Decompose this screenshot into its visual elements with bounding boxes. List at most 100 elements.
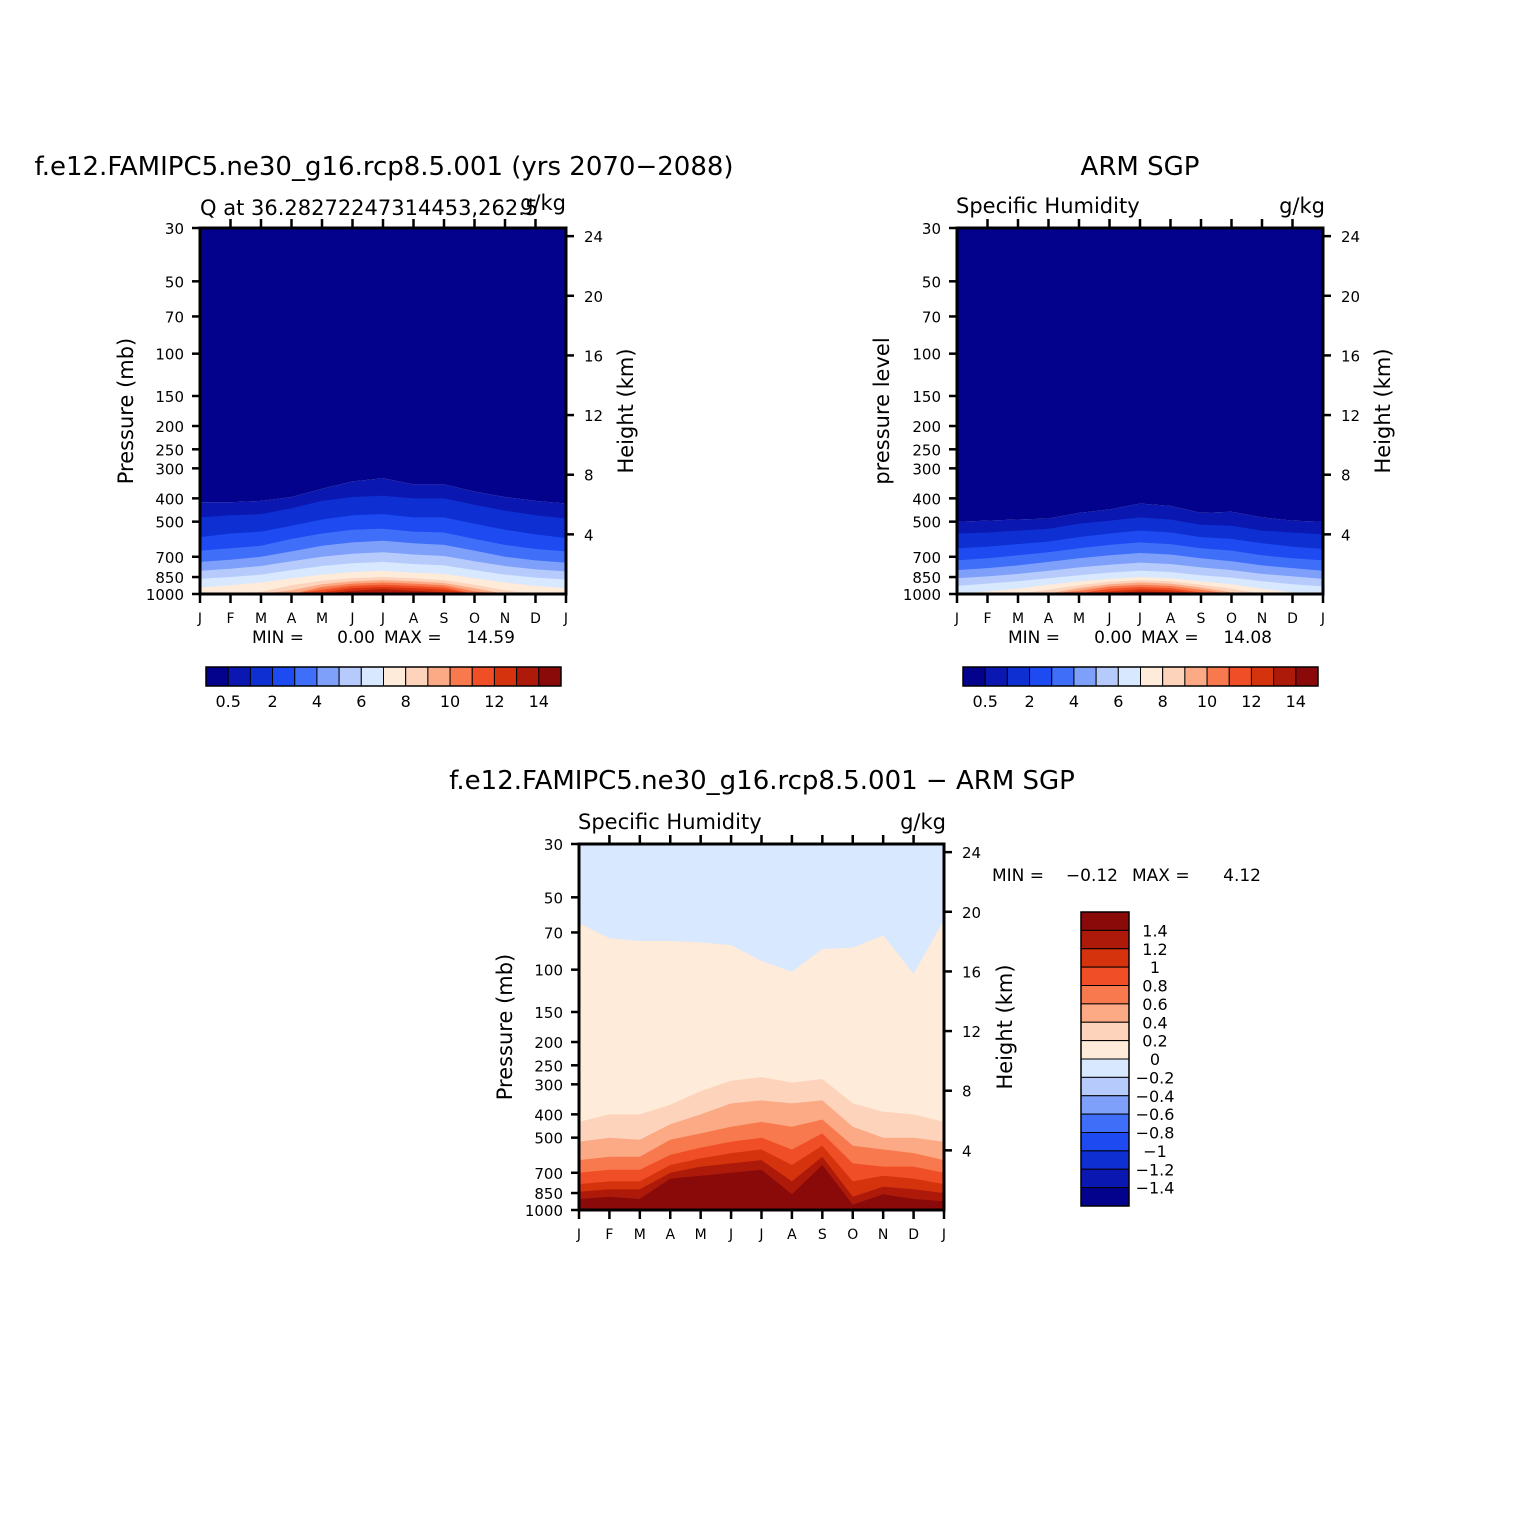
month-label: J [563,611,568,627]
colorbar-cell [1080,985,1130,1005]
max-value-2: 4.12 [1223,866,1261,886]
ylabel-1: pressure level [870,337,894,484]
colorbar-frame [1080,911,1130,1207]
month-label: D [530,611,541,627]
contour-band [200,228,566,504]
pressure-tick-label: 250 [912,441,941,459]
colorbar-cell [1080,1132,1130,1152]
month-label: S [1197,611,1206,627]
pressure-tick-label: 300 [155,460,184,478]
colorbar-cell [1080,1168,1130,1189]
pressure-tick-label: 200 [912,418,941,436]
colorbar-label: 2 [1024,692,1034,711]
panel-model-units: g/kg [520,191,566,215]
month-label: J [1320,611,1325,627]
pressure-tick-label: 150 [155,388,184,406]
month-label: N [1257,611,1267,627]
colorbar-cell [962,666,986,687]
pressure-tick-label: 150 [534,1004,563,1022]
height-tick-label: 12 [584,407,603,425]
max-label-1: MAX = [1141,628,1199,648]
colorbar-label: 0.5 [972,692,997,711]
pressure-tick-label: 30 [165,220,184,238]
pressure-tick-label: 70 [922,308,941,326]
colorbar-cell [249,666,274,687]
height-tick-label: 12 [962,1023,981,1041]
pressure-tick-label: 150 [912,388,941,406]
panel-obs-title: ARM SGP [1081,152,1200,182]
pressure-tick-label: 100 [155,346,184,364]
colorbar-cell [1080,1095,1130,1115]
pressure-tick-label: 70 [544,924,563,942]
ylabel-0: Pressure (mb) [114,338,138,485]
ylabel-2: Pressure (mb) [493,954,517,1101]
colorbar-cell [984,666,1008,687]
month-label: F [226,611,234,627]
height-tick-label: 24 [962,844,981,862]
colorbar-label: 12 [484,692,504,711]
month-label: S [440,611,449,627]
max-label-0: MAX = [384,628,442,648]
colorbar-cell [1080,911,1130,931]
month-label: F [605,1227,613,1243]
colorbar-label: 0.8 [1142,977,1167,996]
colorbar-label: 12 [1241,692,1261,711]
month-label: M [1073,611,1085,627]
pressure-tick-label: 100 [534,962,563,980]
panel-obs-subtitle: Specific Humidity [956,194,1140,218]
month-label: A [1166,611,1176,627]
month-label: M [695,1227,707,1243]
colorbar-cell [1080,948,1130,968]
ylabel-right-0: Height (km) [614,348,638,473]
colorbar-cell [383,666,407,687]
pressure-tick-label: 850 [155,569,184,587]
pressure-tick-label: 700 [534,1165,563,1183]
panel-diff-title: f.e12.FAMIPC5.ne30_g16.rcp8.5.001 − ARM … [449,766,1075,796]
colorbar-cell [1029,666,1053,687]
colorbar-label: 4 [1069,692,1079,711]
month-label: J [380,611,385,627]
month-label: N [500,611,510,627]
colorbar-cell [1051,666,1075,687]
colorbar-label: 0.6 [1142,995,1167,1014]
colorbar-cell [471,666,495,687]
month-label: O [469,611,480,627]
month-label: S [818,1227,827,1243]
colorbar-cell [205,666,229,687]
colorbar-2: 1.41.210.80.60.40.20−0.2−0.4−0.6−0.8−1−1… [1080,911,1175,1207]
colorbar-cell [1250,666,1275,687]
colorbar-cell [516,666,540,687]
height-tick-label: 16 [1341,347,1360,365]
height-tick-label: 12 [1341,407,1360,425]
colorbar-label: 10 [1197,692,1217,711]
colorbar-cell [1080,929,1130,950]
month-label: J [576,1227,581,1243]
colorbar-label: 6 [356,692,366,711]
month-label: O [847,1227,858,1243]
min-value-2: −0.12 [1066,866,1118,886]
colorbar-cell [1080,966,1130,986]
colorbar-cell [1184,666,1208,687]
contour-fills-0 [200,228,566,594]
pressure-tick-label: 500 [534,1130,563,1148]
height-tick-label: 4 [962,1142,972,1160]
month-label: J [349,611,354,627]
colorbar-cell [360,666,384,687]
colorbar-label: −0.4 [1136,1087,1175,1106]
colorbar-label: −1.4 [1136,1179,1175,1198]
height-tick-label: 20 [962,904,981,922]
panel-model-subtitle: Q at 36.28272247314453,262.5 [200,196,538,220]
pressure-tick-label: 200 [155,418,184,436]
pressure-tick-label: 850 [912,569,941,587]
height-tick-label: 8 [962,1083,972,1101]
min-value-1: 0.00 [1094,628,1132,648]
height-tick-label: 20 [1341,288,1360,306]
colorbar-label: 0.2 [1142,1032,1167,1051]
colorbar-label: 1.4 [1142,921,1167,940]
colorbar-cell [1206,666,1230,687]
colorbar-cell [1273,666,1297,687]
pressure-tick-label: 250 [534,1057,563,1075]
height-tick-label: 16 [584,347,603,365]
colorbar-label: 1.2 [1142,940,1167,959]
